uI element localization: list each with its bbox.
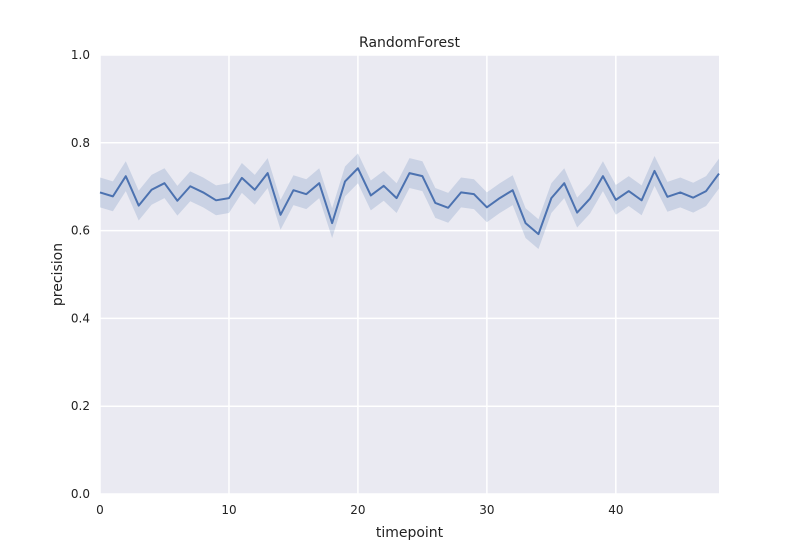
y-tick-label: 0.8	[71, 136, 90, 150]
chart-title: RandomForest	[359, 35, 460, 51]
y-axis-label: precision	[50, 243, 66, 306]
y-tick-label: 0.4	[71, 311, 90, 325]
y-tick-label: 0.6	[71, 224, 90, 238]
x-tick-label: 0	[96, 503, 104, 517]
y-tick-label: 0.2	[71, 399, 90, 413]
x-axis-ticks: 0 10 20 30 40	[96, 503, 623, 517]
x-tick-label: 30	[479, 503, 494, 517]
x-tick-label: 40	[608, 503, 623, 517]
confidence-band	[100, 153, 719, 250]
plot-area-background	[100, 55, 719, 494]
grid-lines	[99, 54, 719, 495]
x-axis-label: timepoint	[376, 525, 444, 541]
x-tick-label: 20	[350, 503, 365, 517]
series-line	[99, 167, 720, 236]
y-tick-label: 0.0	[71, 487, 90, 501]
y-tick-label: 1.0	[71, 48, 90, 62]
x-tick-label: 10	[221, 503, 236, 517]
y-axis-ticks: 0.0 0.2 0.4 0.6 0.8 1.0	[71, 48, 90, 501]
